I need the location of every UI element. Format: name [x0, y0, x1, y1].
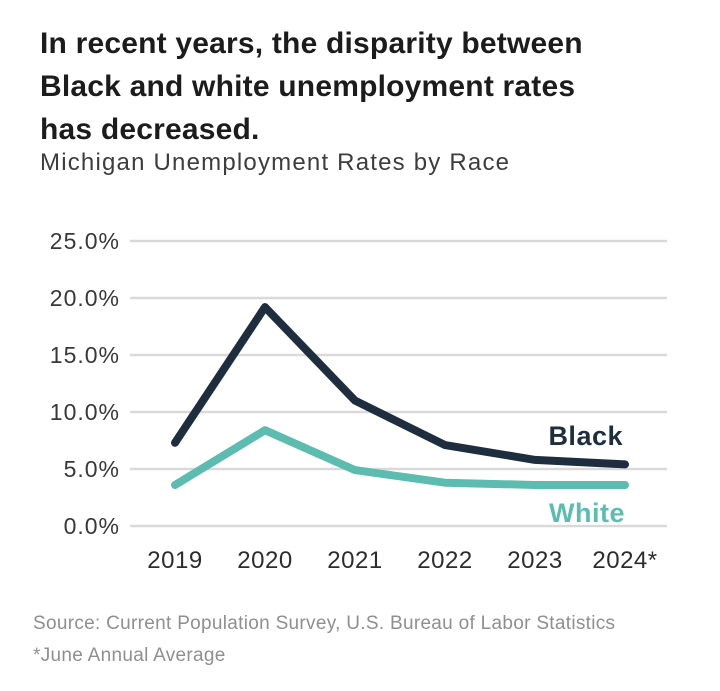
footnote: *June Annual Average: [33, 645, 226, 666]
series-label-black: Black: [548, 421, 623, 451]
source-note: Source: Current Population Survey, U.S. …: [33, 613, 616, 634]
y-tick-label: 5.0%: [64, 456, 120, 482]
series-line-black: [171, 303, 629, 469]
chart-footer: Source: Current Population Survey, U.S. …: [33, 608, 703, 672]
title-line-2: Black and white unemployment rates: [40, 70, 576, 103]
chart-subtitle: Michigan Unemployment Rates by Race: [40, 149, 511, 176]
y-tick-label: 25.0%: [50, 228, 120, 254]
chart-area: 25.0% 20.0% 15.0% 10.0% 5.0% 0.0% 2019 2020 2021…: [0, 200, 720, 590]
title-line-1: In recent years, the disparity between: [40, 27, 583, 60]
page-title: In recent years, the disparity between B…: [40, 22, 690, 151]
y-tick-label: 0.0%: [64, 513, 120, 539]
y-tick-label: 10.0%: [50, 399, 120, 425]
line-chart-svg: 25.0% 20.0% 15.0% 10.0% 5.0% 0.0% 2019 2020 2021…: [50, 228, 667, 574]
x-tick-label: 2019: [147, 547, 202, 574]
x-tick-label: 2021: [327, 547, 382, 574]
x-tick-label: 2022: [417, 547, 472, 574]
x-tick-label: 2020: [237, 547, 292, 574]
x-tick-label: 2023: [507, 547, 562, 574]
x-tick-label: 2024*: [592, 547, 657, 574]
y-tick-label: 15.0%: [50, 342, 120, 368]
title-line-3: has decreased.: [40, 113, 260, 146]
series-label-white: White: [549, 498, 625, 528]
series-line-white: [171, 426, 629, 489]
y-tick-label: 20.0%: [50, 285, 120, 311]
